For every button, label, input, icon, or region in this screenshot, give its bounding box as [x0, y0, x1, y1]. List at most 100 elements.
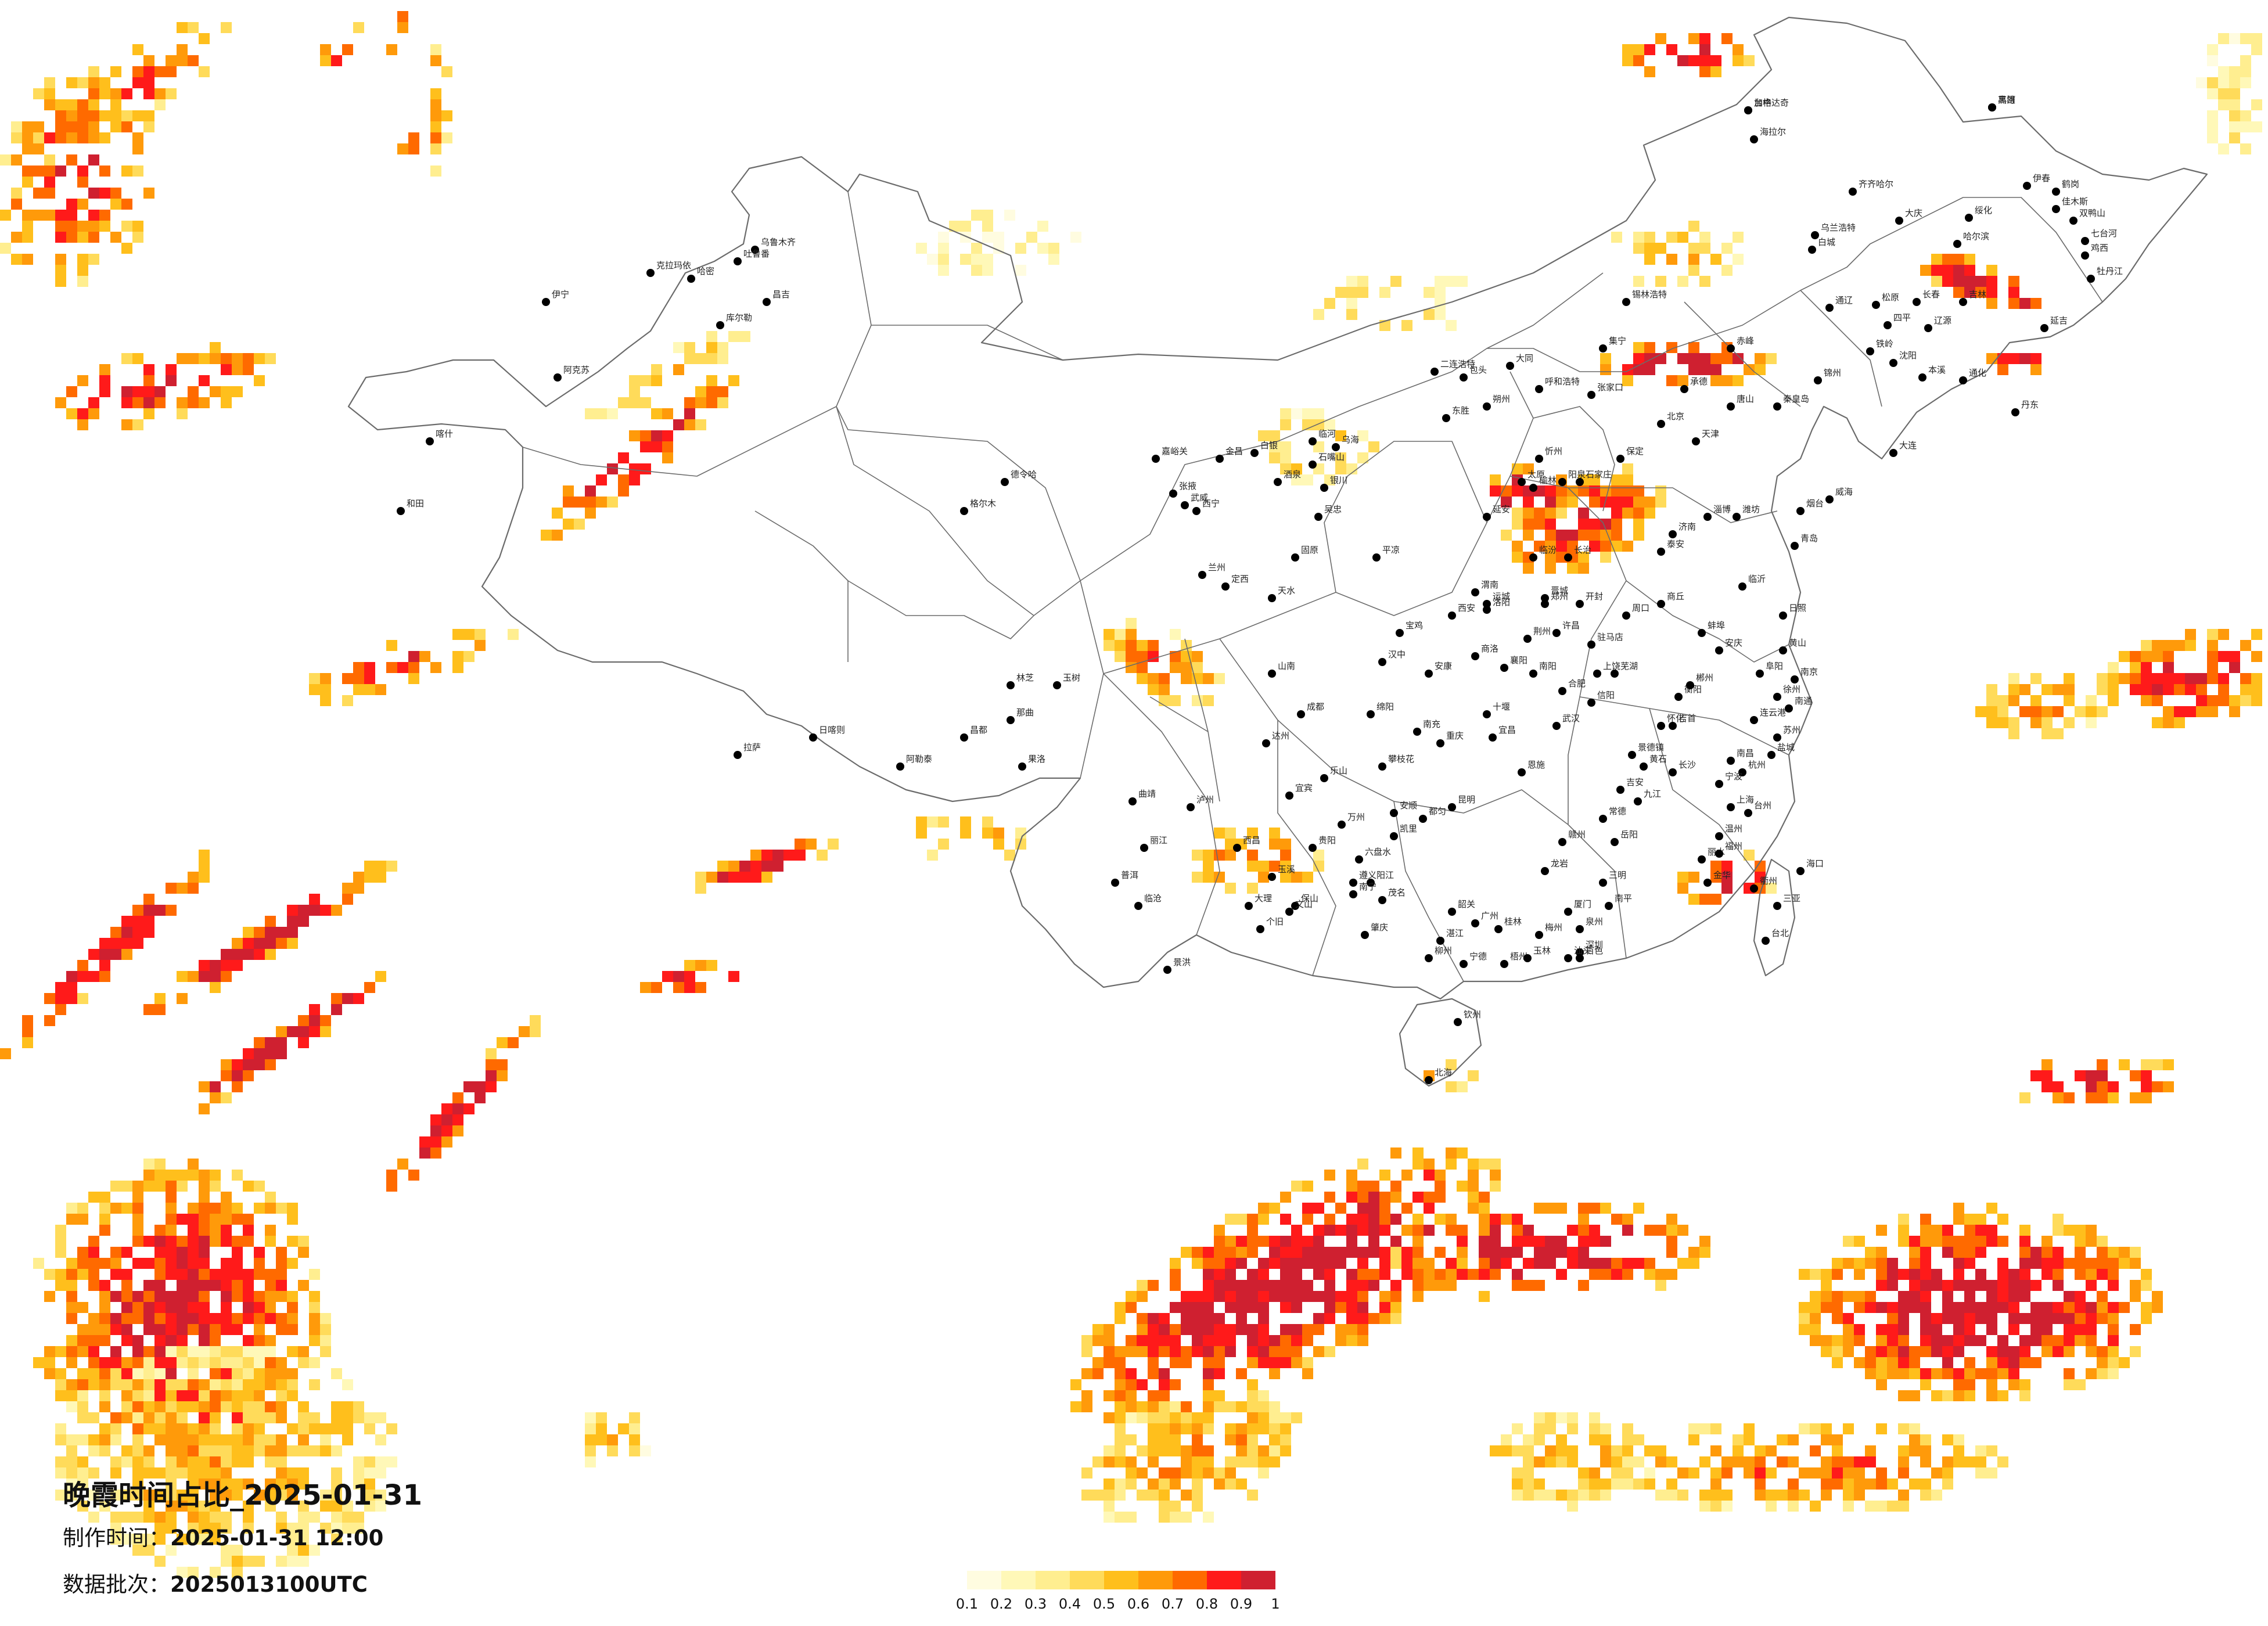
city-marker	[1811, 231, 1819, 239]
city-marker	[1140, 844, 1148, 852]
city-marker	[1320, 774, 1328, 782]
city-marker	[1413, 728, 1421, 736]
city-label: 南昌	[1737, 748, 1754, 758]
legend-swatch	[1070, 1571, 1104, 1589]
city-label: 昆明	[1458, 794, 1475, 805]
city-marker	[1669, 530, 1677, 538]
city-marker	[1959, 376, 1967, 384]
city-label: 吉安	[1626, 777, 1644, 787]
city-marker	[1884, 321, 1892, 329]
city-label: 徐州	[1783, 684, 1800, 695]
legend-ticks: 0.1 0.2 0.3 0.4 0.5 0.6 0.7 0.8 0.9 1	[956, 1596, 1330, 1619]
city-label: 泸州	[1196, 794, 1214, 805]
city-marker	[2087, 275, 2095, 283]
city-marker	[960, 507, 968, 515]
city-marker	[1791, 675, 1799, 684]
city-label: 普洱	[1121, 870, 1138, 880]
sunset-ratio-raster	[0, 11, 2262, 1578]
city-label: 黄山	[1789, 638, 1806, 648]
city-marker	[553, 373, 562, 382]
city-marker	[1576, 954, 1584, 962]
city-marker	[1587, 699, 1595, 707]
city-label: 张家口	[1597, 382, 1623, 393]
city-marker	[1448, 908, 1456, 916]
city-label: 安康	[1435, 661, 1452, 671]
city-label: 北海	[1435, 1067, 1452, 1078]
city-marker	[1535, 931, 1543, 939]
city-label: 牡丹江	[2097, 266, 2123, 276]
city-marker	[1634, 797, 1642, 805]
city-marker	[1396, 629, 1404, 637]
city-marker	[1442, 414, 1450, 422]
city-marker	[1587, 641, 1595, 649]
city-label: 定西	[1231, 574, 1249, 584]
city-marker	[1558, 687, 1566, 695]
city-label: 日喀则	[819, 725, 845, 735]
city-label: 个旧	[1266, 916, 1284, 927]
city-marker	[1262, 739, 1270, 747]
city-label: 海拉尔	[1760, 127, 1786, 137]
city-marker	[1314, 513, 1322, 521]
city-marker	[1529, 670, 1537, 678]
city-label: 韶关	[1458, 899, 1475, 909]
city-marker	[1698, 855, 1706, 864]
city-marker	[1454, 1018, 1462, 1026]
city-label: 蚌埠	[1708, 620, 1725, 631]
city-label: 和田	[407, 498, 424, 509]
city-marker	[1245, 902, 1253, 910]
city-marker	[1541, 600, 1549, 608]
city-marker	[1599, 879, 1607, 887]
city-label: 淄博	[1713, 504, 1731, 515]
city-marker	[1773, 733, 1781, 742]
legend-tick-label: 0.2	[990, 1596, 1013, 1612]
city-label: 西安	[1458, 603, 1475, 613]
city-label: 天水	[1278, 585, 1295, 596]
city-marker	[1007, 681, 1015, 689]
city-label: 长治	[1574, 545, 1591, 555]
city-marker	[1796, 507, 1805, 515]
city-label: 石家庄	[1586, 469, 1612, 480]
city-marker	[1785, 704, 1793, 713]
city-label: 忻州	[1545, 446, 1562, 456]
city-marker	[734, 751, 742, 759]
city-label: 阳泉	[1568, 469, 1586, 480]
city-marker	[1611, 670, 1619, 678]
city-label: 榆林	[1539, 475, 1557, 485]
city-label: 连云港	[1760, 707, 1786, 718]
city-marker	[1436, 739, 1444, 747]
city-label: 文山	[1295, 899, 1313, 909]
city-marker	[1576, 925, 1584, 933]
city-label: 鸡西	[2091, 243, 2108, 253]
city-label: 铁岭	[1876, 339, 1893, 349]
city-marker	[1657, 420, 1665, 428]
city-label: 运城	[1493, 591, 1510, 602]
city-marker	[1767, 751, 1775, 759]
city-marker	[1849, 188, 1857, 196]
city-label: 集宁	[1609, 336, 1626, 346]
city-marker	[1338, 821, 1346, 829]
city-label: 宜昌	[1498, 725, 1516, 735]
city-label: 丹东	[2021, 400, 2039, 410]
city-marker	[1361, 931, 1369, 939]
city-marker	[1669, 722, 1677, 730]
city-marker	[1622, 611, 1630, 620]
city-label: 克拉玛依	[656, 260, 691, 271]
city-marker	[1616, 455, 1624, 463]
city-marker	[1506, 362, 1514, 370]
city-marker	[1309, 461, 1317, 469]
city-marker	[2040, 324, 2048, 332]
city-label: 金华	[1713, 870, 1731, 880]
city-marker	[1309, 437, 1317, 445]
city-label: 宁波	[1725, 771, 1742, 782]
city-label: 苏州	[1783, 725, 1800, 735]
city-label: 固原	[1301, 545, 1318, 555]
city-label: 朔州	[1493, 394, 1510, 404]
city-label: 包头	[1469, 365, 1487, 375]
legend-swatch	[1241, 1571, 1275, 1589]
city-marker	[1744, 106, 1752, 114]
city-label: 喀什	[436, 429, 453, 439]
city-label: 凯里	[1400, 823, 1417, 834]
city-label: 绵阳	[1376, 702, 1394, 712]
city-marker	[1187, 803, 1195, 811]
city-label: 黄石	[1649, 754, 1667, 764]
